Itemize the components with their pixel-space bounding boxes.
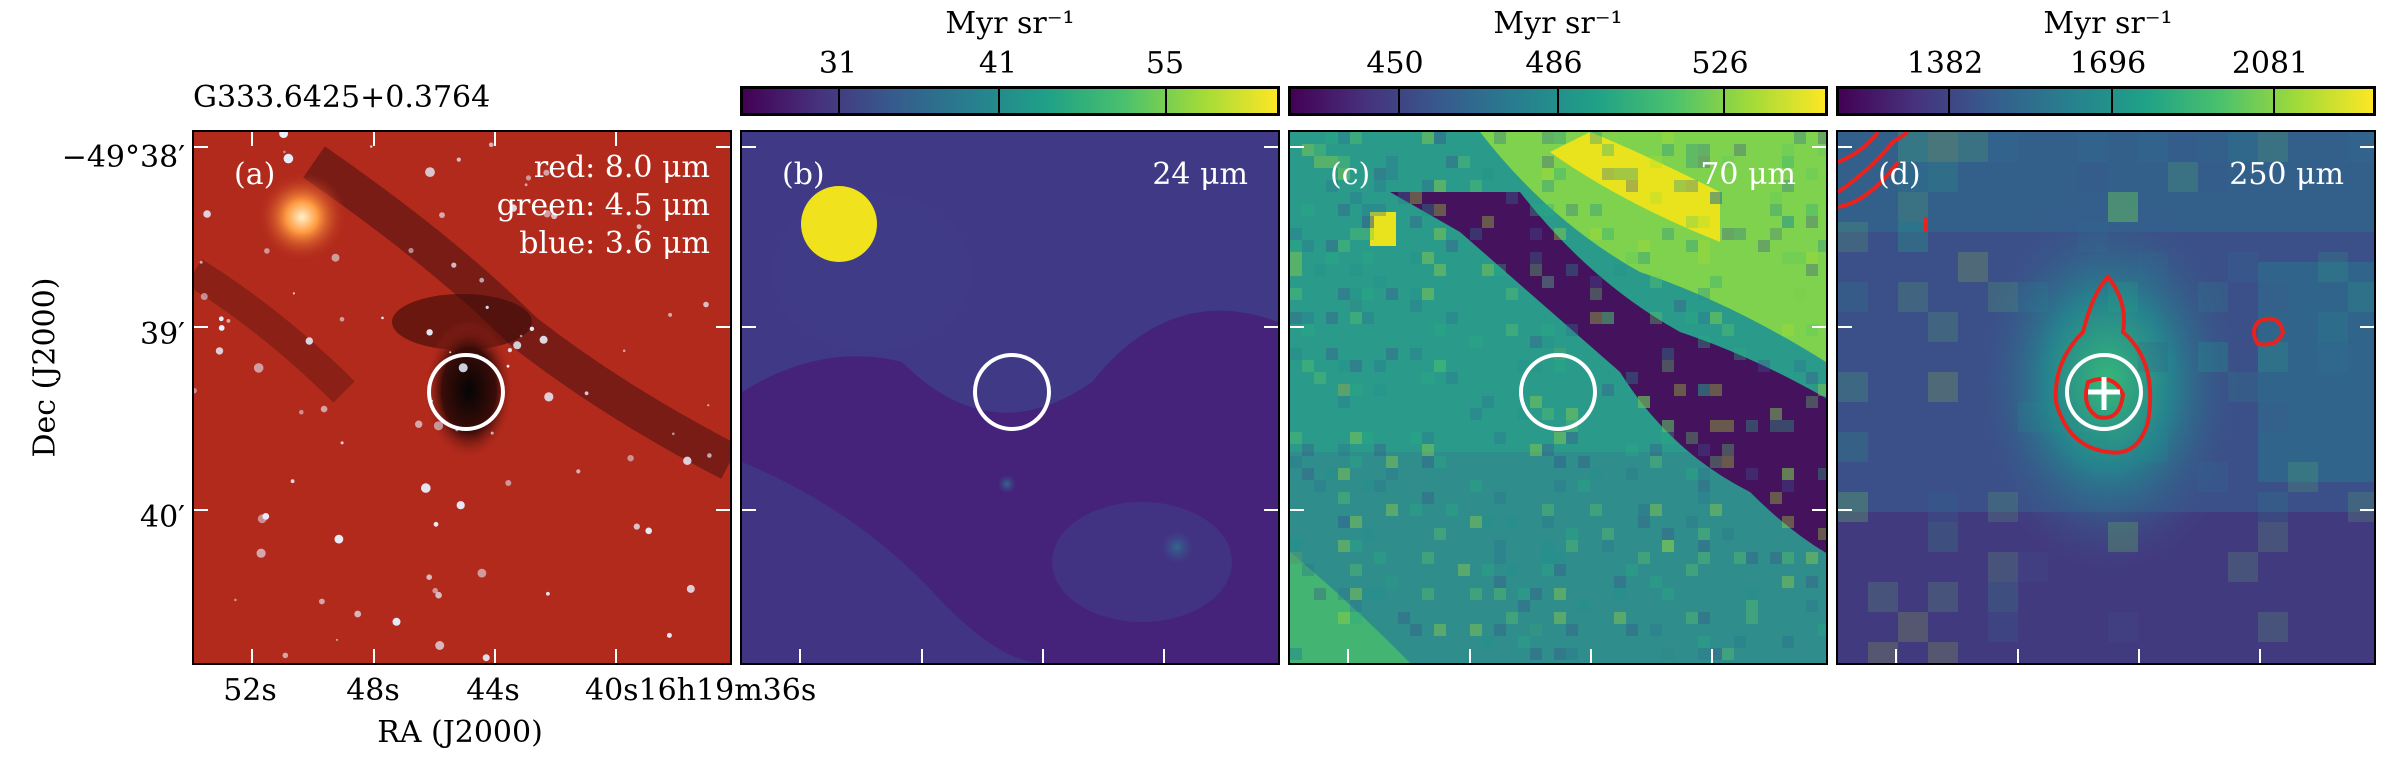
panel-b-24um-image: (b) 24 μm [740,130,1280,665]
legend-blue: blue: 3.6 μm [519,226,710,261]
panel-d-250um-image: (d) 250 μm [1836,130,2376,665]
dec-tick-label: 39′ [140,317,185,352]
dec-tick-label: 40′ [140,500,185,535]
ra-tick-label: 40s16h19m36s [585,673,817,708]
colorbar-tick-label: 1382 [1906,46,1984,81]
ra-tick-label: 44s [466,673,520,708]
y-axis-title: Dec (J2000) [27,277,63,458]
colorbar-24um [740,86,1280,116]
panel-label: (c) [1330,157,1371,192]
colorbar-tick-label: 526 [1691,46,1749,81]
colorbar-tick-label: 1696 [2069,46,2147,81]
colorbar-tick-label: 2081 [2231,46,2309,81]
panel-label: (d) [1878,157,1921,192]
colorbar-tick-label: 41 [978,46,1018,81]
legend-green: green: 4.5 μm [496,188,710,223]
colorbar-tick-label: 55 [1145,46,1185,81]
panel-wavelength: 70 μm [1700,157,1796,192]
panel-label: (b) [782,157,825,192]
colorbar-unit: Myr sr⁻¹ [1493,6,1623,41]
colorbar-70um [1288,86,1828,116]
panel-label: (a) [234,157,276,192]
colorbar-unit: Myr sr⁻¹ [2043,6,2173,41]
ra-tick-label: 52s [223,673,277,708]
ra-tick-label: 48s [346,673,400,708]
colorbar-tick-label: 31 [818,46,858,81]
panel-a-rgb-image: (a) red: 8.0 μm green: 4.5 μm blue: 3.6 … [192,130,732,665]
dec-tick-label: −49°38′ [61,140,185,175]
colorbar-tick-label: 450 [1366,46,1424,81]
x-axis-title: RA (J2000) [377,715,543,750]
panel-wavelength: 250 μm [2229,157,2344,192]
colorbar-unit: Myr sr⁻¹ [945,6,1075,41]
colorbar-tick-label: 486 [1525,46,1583,81]
legend-red: red: 8.0 μm [533,150,710,185]
panel-wavelength: 24 μm [1152,157,1248,192]
source-name: G333.6425+0.3764 [193,80,491,115]
panel-c-70um-image: (c) 70 μm [1288,130,1828,665]
colorbar-250um [1836,86,2376,116]
